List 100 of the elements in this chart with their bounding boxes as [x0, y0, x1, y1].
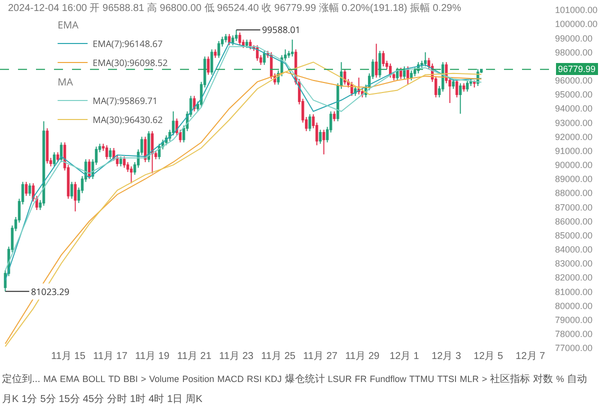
x-tick-label: 12月 7	[516, 351, 546, 362]
text: >	[482, 374, 488, 384]
text: MA	[43, 374, 57, 384]
y-tick-label: 78000.00	[555, 329, 593, 340]
candlestick	[322, 129, 326, 155]
text: 1时	[130, 392, 146, 406]
candlestick	[24, 181, 28, 196]
text: Fundflow	[370, 374, 406, 384]
text: Position	[182, 374, 214, 384]
candlestick	[459, 82, 462, 114]
y-tick-label: 100000.00	[555, 19, 598, 30]
y-tick-label: 92000.00	[555, 132, 593, 142]
candlestick	[410, 70, 413, 81]
text: RSI	[246, 374, 262, 384]
legend-label: MA(30):96430.62	[92, 113, 163, 126]
candlestick	[382, 50, 385, 67]
text: 15分	[58, 393, 80, 406]
candlestick	[70, 181, 74, 200]
text: 月K	[2, 393, 19, 406]
text: 45分	[82, 393, 104, 406]
legend-label: MA(7):95869.71	[92, 94, 158, 108]
text: 爆仓统计	[284, 372, 325, 386]
y-tick-label: 85000.00	[555, 230, 593, 240]
text: KDJ	[264, 374, 282, 384]
candlestick	[228, 33, 231, 46]
candlestick	[119, 156, 122, 167]
text: 分时	[107, 392, 128, 406]
candlestick	[214, 48, 217, 58]
candlestick	[122, 156, 126, 168]
text: TD	[108, 374, 120, 384]
text: 5分	[40, 393, 56, 406]
candlestick	[234, 29, 238, 42]
candlestick	[217, 40, 220, 58]
text: TTMU	[409, 374, 434, 384]
legend-label: EMA(7):96148.67	[92, 37, 163, 50]
text: %	[556, 374, 564, 384]
text: 社区指标	[490, 372, 530, 386]
x-tick-label: 11月 27	[303, 351, 338, 362]
annotation: 81023.29	[31, 285, 70, 298]
annotation: EMA	[58, 17, 80, 32]
y-tick-label: 81000.00	[555, 286, 593, 297]
x-tick-label: 12月 3	[432, 351, 462, 362]
candlestick	[262, 50, 266, 66]
text: TTSI	[437, 374, 457, 384]
candlestick	[108, 148, 112, 160]
y-tick-label: 96000.00	[555, 76, 593, 86]
candlestick	[318, 129, 322, 144]
text: >	[140, 374, 146, 384]
candlestick	[52, 152, 56, 167]
text: BOLL	[82, 374, 106, 384]
y-tick-label: 89000.00	[555, 174, 593, 184]
candlestick	[74, 181, 77, 212]
text: 4时	[148, 392, 164, 406]
candlestick	[56, 152, 60, 163]
annotation: 99588.01	[262, 23, 300, 36]
x-tick-label: 12月 1	[390, 351, 420, 362]
text: 自动	[567, 373, 588, 386]
x-tick-label: 11月 23	[219, 351, 254, 362]
y-tick-label: 87000.00	[555, 202, 593, 212]
text: LSUR	[328, 374, 352, 384]
candlestick	[308, 114, 312, 132]
candlestick	[245, 39, 248, 49]
y-tick-label: 88000.00	[555, 188, 593, 198]
candlestick	[374, 43, 378, 78]
y-tick-label: 101000.00	[555, 5, 598, 16]
y-tick-label: 84000.00	[555, 244, 593, 255]
candlestick	[332, 110, 336, 122]
text: FR	[354, 374, 367, 384]
y-tick-label: 91000.00	[555, 146, 593, 156]
text: 1日	[167, 393, 183, 406]
legend-label: EMA(30):96098.52	[92, 56, 168, 70]
y-tick-label: 93000.00	[555, 118, 593, 128]
candlestick	[130, 166, 133, 184]
y-tick-label: 99000.00	[555, 33, 593, 44]
text: 周K	[186, 393, 202, 406]
candlestick	[456, 78, 458, 98]
x-tick-label: 11月 21	[177, 351, 212, 362]
candlestick	[46, 128, 49, 164]
candlestick	[206, 56, 210, 76]
y-tick-label: 86000.00	[555, 216, 593, 226]
y-tick-label: 82000.00	[555, 272, 593, 283]
candlestick	[466, 80, 469, 92]
candlestick	[452, 78, 455, 90]
x-tick-label: 11月 29	[345, 351, 380, 362]
x-tick-label: 11月 25	[261, 351, 296, 362]
candlestick	[224, 33, 228, 43]
x-tick-label: 11月 17	[93, 351, 128, 362]
y-tick-label: 83000.00	[555, 258, 593, 269]
candlestick	[210, 48, 214, 76]
candlestick	[462, 82, 466, 92]
annotation: MA	[58, 74, 74, 88]
candlestick	[238, 32, 242, 46]
text: MLR	[460, 374, 479, 384]
text: EMA	[60, 374, 80, 384]
candlestick	[28, 182, 32, 196]
y-tick-label: 80000.00	[555, 300, 593, 311]
text: 1分	[22, 393, 38, 406]
y-tick-label: 79000.00	[555, 314, 593, 325]
text: 定位到...	[2, 372, 40, 386]
text: MACD	[217, 374, 244, 384]
